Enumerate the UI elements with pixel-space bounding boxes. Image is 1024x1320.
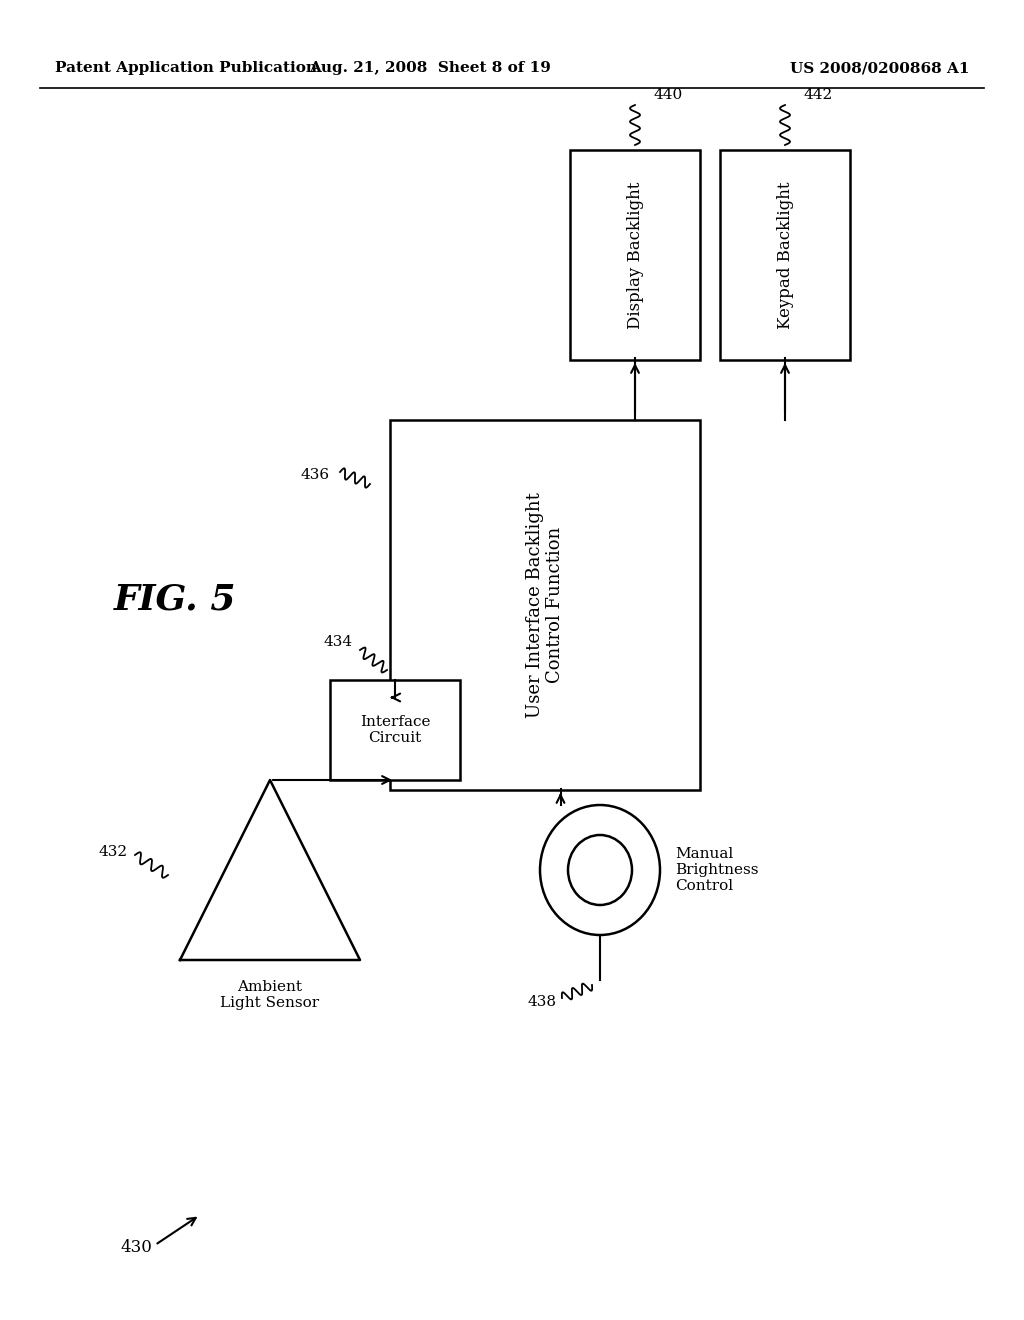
Ellipse shape [540, 805, 660, 935]
Text: 432: 432 [99, 845, 128, 859]
Bar [330, 680, 460, 780]
Text: 430: 430 [120, 1239, 152, 1257]
Text: Display Backlight: Display Backlight [627, 181, 643, 329]
Text: US 2008/0200868 A1: US 2008/0200868 A1 [791, 61, 970, 75]
Text: Patent Application Publication: Patent Application Publication [55, 61, 317, 75]
Text: FIG. 5: FIG. 5 [114, 583, 237, 616]
Ellipse shape [568, 836, 632, 906]
Text: User Interface Backlight
Control Function: User Interface Backlight Control Functio… [525, 492, 564, 718]
Text: Keypad Backlight: Keypad Backlight [776, 181, 794, 329]
Text: Manual
Brightness
Control: Manual Brightness Control [675, 847, 759, 894]
Text: 436: 436 [301, 469, 330, 482]
Text: Ambient
Light Sensor: Ambient Light Sensor [220, 979, 319, 1010]
Text: 442: 442 [803, 88, 833, 102]
Text: Interface
Circuit: Interface Circuit [359, 715, 430, 744]
Bar [720, 150, 850, 360]
Text: 434: 434 [324, 635, 353, 649]
Bar [390, 420, 700, 789]
Text: 440: 440 [653, 88, 682, 102]
Bar [570, 150, 700, 360]
Text: 438: 438 [527, 995, 556, 1008]
Text: Aug. 21, 2008  Sheet 8 of 19: Aug. 21, 2008 Sheet 8 of 19 [309, 61, 551, 75]
